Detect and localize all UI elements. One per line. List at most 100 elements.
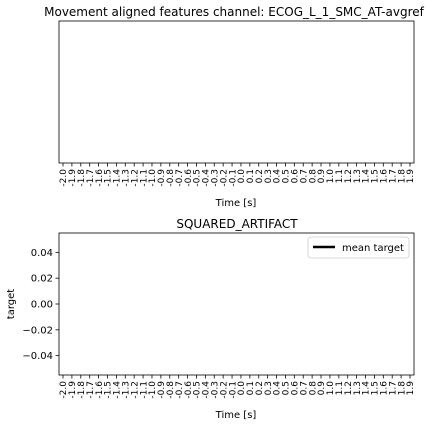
top-x-tick-label: -1.5 <box>104 169 114 187</box>
bottom-x-tick-label: -0.4 <box>202 381 212 399</box>
bottom-x-tick-label: -1.2 <box>130 381 140 399</box>
top-x-tick-label: 0.6 <box>291 169 301 184</box>
bottom-x-tick-label: 1.9 <box>406 381 416 396</box>
top-x-tick-label: -2.0 <box>59 169 69 187</box>
top-x-tick-label: -1.7 <box>86 169 96 187</box>
bottom-x-tick-label: 0.5 <box>282 381 292 395</box>
bottom-x-tick-label: -0.3 <box>210 381 220 399</box>
top-x-tick-label: 1.2 <box>344 169 354 183</box>
top-x-tick-label: 0.3 <box>264 169 274 183</box>
top-x-axis-label: Time [s] <box>215 198 257 209</box>
bottom-x-tick-label: 1.3 <box>353 381 363 395</box>
bottom-x-tick-label: -1.3 <box>121 381 131 399</box>
top-x-tick-label: -0.9 <box>157 169 167 187</box>
bottom-x-tick-label: 0.4 <box>273 381 283 396</box>
bottom-x-tick-label: -1.5 <box>104 381 114 399</box>
top-x-tick-label: 0.9 <box>317 169 327 184</box>
bottom-x-tick-label: -1.6 <box>95 381 105 399</box>
top-x-tick-label: -0.1 <box>228 169 238 187</box>
top-chart: Movement aligned features channel: ECOG_… <box>44 5 425 209</box>
top-x-axis-ticks: -2.0-1.9-1.8-1.7-1.6-1.5-1.4-1.3-1.2-1.1… <box>59 163 416 187</box>
bottom-x-tick-label: 1.0 <box>326 381 336 396</box>
top-x-tick-label: -1.6 <box>95 169 105 187</box>
bottom-x-tick-label: -2.0 <box>59 381 69 399</box>
bottom-x-tick-label: -1.0 <box>148 381 158 399</box>
bottom-chart: SQUARED_ARTIFACT 0.040.020.00−0.02−0.04 … <box>6 217 416 421</box>
top-x-tick-label: -0.8 <box>166 169 176 187</box>
top-x-tick-label: -1.1 <box>139 169 149 187</box>
bottom-x-tick-label: -1.4 <box>113 381 123 399</box>
bottom-x-tick-label: 1.4 <box>362 381 372 396</box>
top-x-tick-label: -0.2 <box>219 169 229 187</box>
top-x-tick-label: 0.7 <box>299 169 309 183</box>
top-plot-frame <box>58 20 415 164</box>
bottom-x-tick-label: -0.1 <box>228 381 238 399</box>
top-x-tick-label: 1.7 <box>388 169 398 183</box>
bottom-chart-title: SQUARED_ARTIFACT <box>176 217 298 231</box>
bottom-y-tick-label: 0.04 <box>31 248 53 259</box>
top-x-tick-label: 0.8 <box>308 169 318 184</box>
bottom-y-axis-ticks: 0.04 0.02 0.00 −0.02 −0.04 <box>22 248 59 362</box>
top-x-tick-label: 0.1 <box>246 169 256 183</box>
bottom-x-tick-label: -0.8 <box>166 381 176 399</box>
bottom-x-tick-label: 1.1 <box>335 381 345 395</box>
top-x-tick-label: -0.3 <box>210 169 220 187</box>
top-x-tick-label: -1.4 <box>113 169 123 187</box>
top-x-tick-label: -1.8 <box>77 169 87 187</box>
top-x-tick-label: 1.3 <box>353 169 363 183</box>
bottom-x-tick-label: 0.9 <box>317 381 327 396</box>
bottom-x-tick-label: 1.5 <box>371 381 381 395</box>
top-x-tick-label: -0.6 <box>184 169 194 187</box>
bottom-y-tick-label: 0.02 <box>31 274 53 285</box>
bottom-x-tick-label: 0.6 <box>291 381 301 396</box>
top-x-tick-label: 1.5 <box>371 169 381 183</box>
top-x-tick-label: 1.6 <box>380 169 390 184</box>
bottom-x-tick-label: -0.7 <box>175 381 185 399</box>
bottom-x-tick-label: 0.1 <box>246 381 256 395</box>
top-x-tick-label: 0.5 <box>282 169 292 183</box>
bottom-x-tick-label: -0.6 <box>184 381 194 399</box>
bottom-x-tick-label: 1.7 <box>388 381 398 395</box>
top-x-tick-label: 0.2 <box>255 169 265 183</box>
bottom-legend: mean target <box>307 236 410 259</box>
top-chart-title: Movement aligned features channel: ECOG_… <box>44 5 425 19</box>
bottom-x-tick-label: -1.7 <box>86 381 96 399</box>
top-x-tick-label: -1.0 <box>148 169 158 187</box>
bottom-x-tick-label: -1.8 <box>77 381 87 399</box>
bottom-x-tick-label: 0.3 <box>264 381 274 395</box>
bottom-y-tick-label: −0.02 <box>22 325 53 336</box>
top-x-tick-label: 1.1 <box>335 169 345 183</box>
top-x-tick-label: -1.2 <box>130 169 140 187</box>
bottom-x-tick-label: -1.9 <box>68 381 78 399</box>
bottom-x-tick-label: -0.5 <box>193 381 203 399</box>
bottom-x-tick-label: 0.0 <box>237 381 247 396</box>
top-x-tick-label: -1.3 <box>121 169 131 187</box>
top-x-tick-label: -0.5 <box>193 169 203 187</box>
top-x-tick-label: -1.9 <box>68 169 78 187</box>
legend-box <box>307 236 410 259</box>
top-x-tick-label: 1.8 <box>397 169 407 184</box>
top-x-tick-label: 1.9 <box>406 169 416 184</box>
bottom-x-axis-label: Time [s] <box>215 410 257 421</box>
bottom-x-tick-label: 1.2 <box>344 381 354 395</box>
top-x-tick-label: 0.0 <box>237 169 247 184</box>
bottom-x-tick-label: 1.8 <box>397 381 407 396</box>
bottom-x-tick-label: -0.2 <box>219 381 229 399</box>
bottom-y-axis-label: target <box>6 289 17 319</box>
bottom-x-tick-label: -0.9 <box>157 381 167 399</box>
top-x-tick-label: -0.4 <box>202 169 212 187</box>
top-x-tick-label: 0.4 <box>273 169 283 184</box>
bottom-y-tick-label: −0.04 <box>22 351 53 362</box>
top-x-tick-label: -0.7 <box>175 169 185 187</box>
bottom-y-tick-label: 0.00 <box>31 300 53 311</box>
legend-label-mean-target: mean target <box>342 243 404 254</box>
bottom-x-tick-label: 0.8 <box>308 381 318 396</box>
bottom-x-tick-label: -1.1 <box>139 381 149 399</box>
bottom-x-tick-label: 0.7 <box>299 381 309 395</box>
bottom-x-axis-ticks: -2.0-1.9-1.8-1.7-1.6-1.5-1.4-1.3-1.2-1.1… <box>59 375 416 399</box>
top-x-tick-label: 1.0 <box>326 169 336 184</box>
top-x-tick-label: 1.4 <box>362 169 372 184</box>
bottom-x-tick-label: 1.6 <box>380 381 390 396</box>
